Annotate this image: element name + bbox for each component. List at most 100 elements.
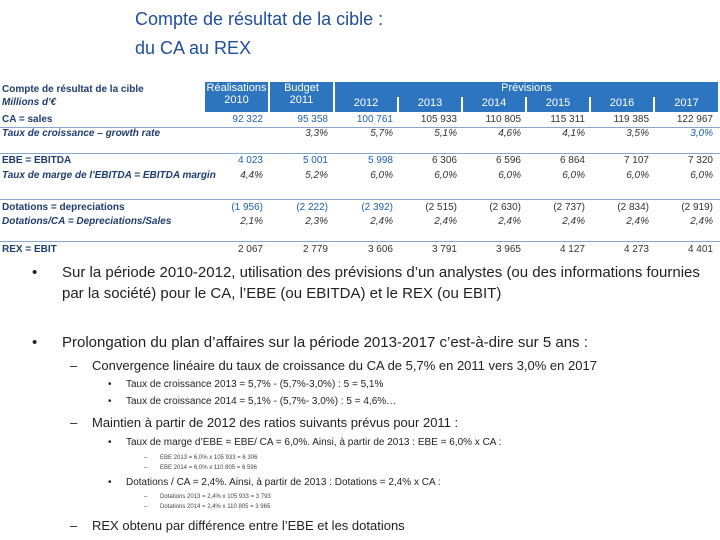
bullet-dot-icon: •	[32, 264, 38, 281]
cell-ca-2013: 105 933	[420, 114, 457, 125]
bullet-item: • Sur la période 2010-2012, utilisation …	[32, 262, 712, 304]
header-year-2014: 2014	[463, 97, 525, 112]
sub-sub-bullet-item: • Taux de croissance 2013 = 5,7% - (5,7%…	[108, 379, 383, 390]
slide-title: Compte de résultat de la cible : du CA a…	[135, 5, 383, 63]
row-label-rex: REX = EBIT	[2, 244, 57, 255]
cell-dotratio-2017: 2,4%	[690, 216, 713, 227]
cell-ca-2015: 115 311	[550, 114, 585, 125]
detail-item: – EBE 2014 = 6,0% x 110 805 = 6 596	[144, 465, 257, 471]
bullet-dot-icon: •	[108, 477, 112, 488]
cell-ca-2014: 110 805	[485, 114, 521, 125]
table-units: Millions d'€	[2, 97, 57, 108]
row-separator	[0, 153, 720, 154]
header-budget-label: Budget	[284, 82, 319, 94]
cell-ebe-2013: 6 306	[431, 155, 457, 166]
row-label-ca: CA = sales	[2, 114, 53, 125]
cell-growth-2015: 4,1%	[562, 128, 585, 139]
cell-rex-2017: 4 401	[687, 244, 713, 255]
cell-growth-2013: 5,1%	[434, 128, 457, 139]
header-year-2011: 2011	[289, 94, 314, 106]
cell-margin-2010: 4,4%	[240, 170, 263, 181]
cell-rex-2014: 3 965	[495, 244, 521, 255]
detail-text: EBE 2014 = 6,0% x 110 805 = 6 596	[160, 465, 257, 471]
cell-rex-2016: 4 273	[623, 244, 649, 255]
dash-icon: –	[70, 358, 78, 373]
header-year-2015: 2015	[527, 97, 589, 112]
header-year-2017: 2017	[655, 97, 718, 112]
detail-text: EBE 2013 = 6,0% x 105 933 = 6 306	[160, 455, 258, 461]
header-year-2012: 2012	[335, 97, 397, 112]
cell-dotations-2016: (2 834)	[617, 202, 649, 213]
slide-title-line1: Compte de résultat de la cible :	[135, 9, 384, 29]
cell-rex-2012: 3 606	[367, 244, 393, 255]
cell-ebe-2014: 6 596	[495, 155, 521, 166]
detail-item: – Dotations 2014 = 2,4% x 110 805 = 3 96…	[144, 504, 271, 510]
detail-item: – EBE 2013 = 6,0% x 105 933 = 6 306	[144, 455, 258, 461]
cell-growth-2011: 3,3%	[305, 128, 328, 139]
dash-icon: –	[70, 518, 78, 533]
cell-margin-2011: 5,2%	[305, 170, 328, 181]
cell-dotratio-2015: 2,4%	[562, 216, 585, 227]
cell-ebe-2012: 5 998	[367, 155, 393, 166]
detail-text: Dotations 2013 = 2,4% x 105 933 = 3 793	[160, 494, 271, 500]
cell-ebe-2016: 7 107	[623, 155, 649, 166]
sub-bullet-item: – Maintien à partir de 2012 des ratios s…	[70, 415, 459, 430]
cell-dotations-2014: (2 630)	[489, 202, 521, 213]
cell-growth-2012: 5,7%	[370, 128, 393, 139]
sub-bullet-item: – Convergence linéaire du taux de croiss…	[70, 358, 597, 373]
header-year-2013: 2013	[399, 97, 461, 112]
bullet-dot-icon: •	[108, 437, 112, 448]
row-label-ebe: EBE = EBITDA	[2, 155, 72, 166]
cell-growth-2017: 3,0%	[690, 128, 713, 139]
cell-dotations-2010: (1 956)	[231, 202, 263, 213]
cell-margin-2013: 6,0%	[434, 170, 457, 181]
cell-ca-2010: 92 322	[232, 114, 263, 125]
cell-margin-2012: 6,0%	[370, 170, 393, 181]
row-separator	[0, 127, 720, 128]
cell-dotations-2015: (2 737)	[553, 202, 585, 213]
cell-dotations-2012: (2 392)	[361, 202, 393, 213]
cell-dotratio-2010: 2,1%	[240, 216, 263, 227]
dash-icon: –	[144, 494, 148, 500]
cell-rex-2010: 2 067	[237, 244, 263, 255]
cell-dotratio-2016: 2,4%	[626, 216, 649, 227]
cell-ebe-2015: 6 864	[559, 155, 585, 166]
sub-sub-bullet-text: Taux de croissance 2014 = 5,1% - (5,7%- …	[126, 396, 397, 407]
header-realisations: Réalisations 2010	[205, 82, 268, 112]
cell-ebe-2017: 7 320	[687, 155, 713, 166]
sub-sub-bullet-item: • Taux de croissance 2014 = 5,1% - (5,7%…	[108, 396, 397, 407]
sub-sub-bullet-text: Dotations / CA = 2,4%. Ainsi, à partir d…	[126, 477, 441, 488]
dash-icon: –	[144, 465, 148, 471]
row-separator	[0, 241, 720, 242]
sub-bullet-text: Convergence linéaire du taux de croissan…	[92, 358, 597, 373]
cell-growth-2014: 4,6%	[498, 128, 521, 139]
cell-rex-2011: 2 779	[302, 244, 328, 255]
row-label-dotations: Dotations = depreciations	[2, 202, 125, 213]
row-label-dotations-ratio: Dotations/CA = Depreciations/Sales	[2, 216, 172, 227]
bullet-item: • Prolongation du plan d’affaires sur la…	[32, 332, 712, 353]
cell-dotratio-2011: 2,3%	[305, 216, 328, 227]
cell-dotratio-2012: 2,4%	[370, 216, 393, 227]
header-year-2016: 2016	[591, 97, 653, 112]
bullet-dot-icon: •	[108, 396, 112, 407]
header-previsions: Prévisions	[335, 82, 718, 97]
cell-ca-2017: 122 967	[676, 114, 713, 125]
sub-sub-bullet-item: • Taux de marge d’EBE = EBE/ CA = 6,0%. …	[108, 437, 501, 448]
header-budget: Budget 2011	[270, 82, 333, 112]
bullet-text: Sur la période 2010-2012, utilisation de…	[62, 264, 700, 302]
cell-margin-2017: 6,0%	[690, 170, 713, 181]
cell-dotations-2013: (2 515)	[425, 202, 457, 213]
header-year-2010: 2010	[224, 94, 249, 106]
bullet-text: Prolongation du plan d’affaires sur la p…	[62, 334, 588, 351]
sub-bullet-text: Maintien à partir de 2012 des ratios sui…	[92, 415, 459, 430]
row-separator	[0, 199, 720, 200]
slide-title-line2: du CA au REX	[135, 38, 252, 58]
cell-dotratio-2013: 2,4%	[434, 216, 457, 227]
dash-icon: –	[144, 455, 148, 461]
detail-text: Dotations 2014 = 2,4% x 110 805 = 3 965	[160, 504, 271, 510]
cell-margin-2014: 6,0%	[498, 170, 521, 181]
cell-growth-2016: 3,5%	[626, 128, 649, 139]
cell-dotratio-2014: 2,4%	[498, 216, 521, 227]
cell-ebe-2010: 4 023	[237, 155, 263, 166]
dash-icon: –	[70, 415, 78, 430]
